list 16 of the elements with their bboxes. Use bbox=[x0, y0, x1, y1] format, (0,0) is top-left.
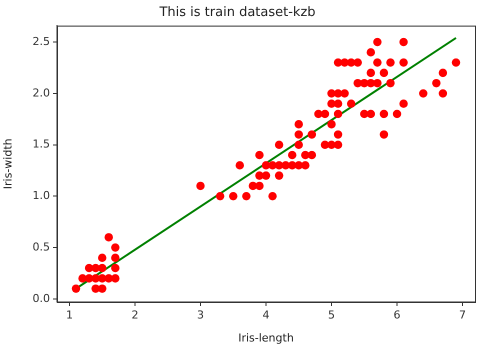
x-tick-label: 6 bbox=[394, 308, 401, 322]
y-tick-label: 1.0 bbox=[32, 189, 50, 202]
y-tick-label: 1.5 bbox=[32, 138, 50, 151]
y-tick-label: 0.5 bbox=[32, 240, 50, 254]
y-axis-title: Iris-width bbox=[1, 138, 14, 190]
x-tick-label: 4 bbox=[262, 308, 270, 322]
x-tick-label: 7 bbox=[459, 308, 466, 322]
y-tick-label: 2.5 bbox=[32, 34, 50, 48]
x-tick-label: 2 bbox=[131, 308, 138, 322]
y-tick-label: 0.0 bbox=[32, 292, 50, 305]
x-tick-label: 3 bbox=[196, 308, 204, 322]
y-tick-label: 2.0 bbox=[32, 86, 50, 100]
x-tick-label: 1 bbox=[66, 308, 73, 322]
x-axis-title: Iris-length bbox=[238, 331, 294, 344]
x-tick-label: 5 bbox=[328, 308, 336, 322]
chart-title: This is train dataset-kzb bbox=[158, 5, 316, 20]
